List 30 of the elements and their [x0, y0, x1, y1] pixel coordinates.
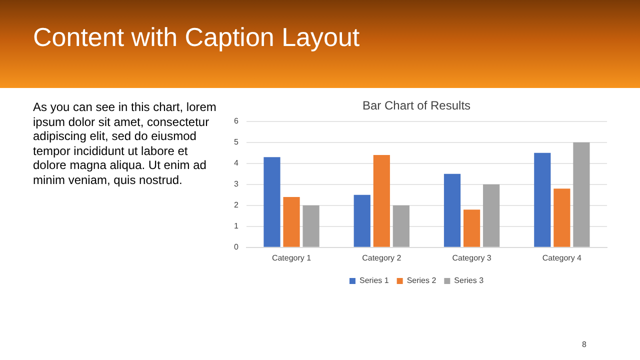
y-tick-label: 0 [234, 242, 239, 252]
bar [264, 157, 280, 247]
bar [444, 174, 461, 247]
legend-label: Series 2 [406, 276, 437, 286]
y-tick-label: 4 [234, 158, 239, 168]
bar [554, 188, 570, 247]
y-tick-label: 1 [234, 222, 239, 231]
x-tick-label: Category 2 [362, 253, 402, 262]
y-tick-label: 2 [234, 200, 239, 210]
text: Content with Caption Layout [33, 22, 360, 53]
y-tick-label: 6 [234, 116, 239, 126]
bar [283, 197, 300, 247]
bar [573, 142, 590, 247]
x-tick-label: Category 4 [542, 253, 582, 262]
x-tick-label: Category 1 [272, 253, 312, 262]
legend-label: Series 1 [359, 276, 390, 286]
bar [392, 205, 410, 247]
x-tick-label: Category 3 [452, 253, 492, 262]
y-tick-label: 3 [234, 180, 239, 189]
y-tick-label: 5 [234, 138, 239, 147]
bar [302, 205, 320, 247]
bar [534, 152, 551, 247]
text: As you can see in this chart, lorem ipsum dolor sit amet, consectetur adipiscing elit, sed do eiusmod tempor incididunt ut labore et dolore magna aliqua. Ut enim ad minim veniam, quis nostrud. [33, 100, 218, 187]
bar [483, 184, 500, 247]
text: 8 [582, 340, 586, 349]
bar [354, 194, 370, 247]
legend-label: Series 3 [454, 276, 484, 286]
bar [373, 155, 390, 247]
bar [463, 210, 480, 247]
chart-title: Bar Chart of Results [362, 98, 471, 113]
